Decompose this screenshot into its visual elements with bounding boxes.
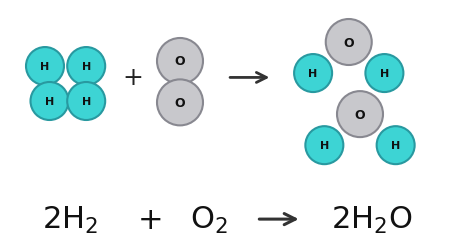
Ellipse shape (326, 20, 372, 66)
Ellipse shape (306, 127, 343, 165)
Text: H: H (320, 141, 329, 150)
Text: $\mathregular{O_2}$: $\mathregular{O_2}$ (190, 204, 228, 235)
Text: H: H (45, 97, 54, 107)
Text: +: + (138, 205, 163, 234)
Ellipse shape (67, 83, 105, 120)
Ellipse shape (26, 48, 64, 86)
Text: H: H (391, 141, 400, 150)
Text: H: H (380, 69, 389, 79)
Ellipse shape (31, 83, 68, 120)
Ellipse shape (157, 80, 203, 126)
Ellipse shape (157, 39, 203, 85)
Text: O: O (355, 108, 365, 121)
Text: $\mathregular{2H_2}$: $\mathregular{2H_2}$ (42, 204, 98, 235)
Text: +: + (122, 66, 143, 90)
Ellipse shape (67, 48, 105, 86)
Ellipse shape (377, 127, 414, 165)
Ellipse shape (337, 92, 383, 138)
Text: H: H (81, 62, 91, 72)
Text: $\mathregular{2H_2O}$: $\mathregular{2H_2O}$ (331, 204, 412, 235)
Text: O: O (343, 36, 354, 49)
Text: H: H (81, 97, 91, 107)
Ellipse shape (294, 55, 332, 93)
Text: H: H (40, 62, 50, 72)
Text: O: O (175, 97, 185, 109)
Text: H: H (309, 69, 318, 79)
Text: O: O (175, 55, 185, 68)
Ellipse shape (365, 55, 403, 93)
